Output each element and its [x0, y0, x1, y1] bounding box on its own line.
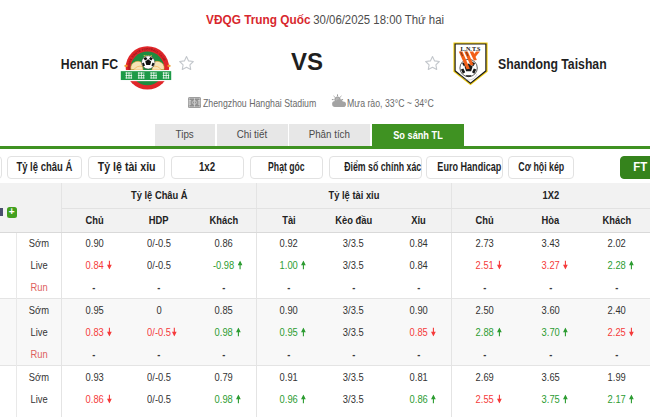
svg-text:L.N.T.S: L.N.T.S: [460, 45, 481, 51]
